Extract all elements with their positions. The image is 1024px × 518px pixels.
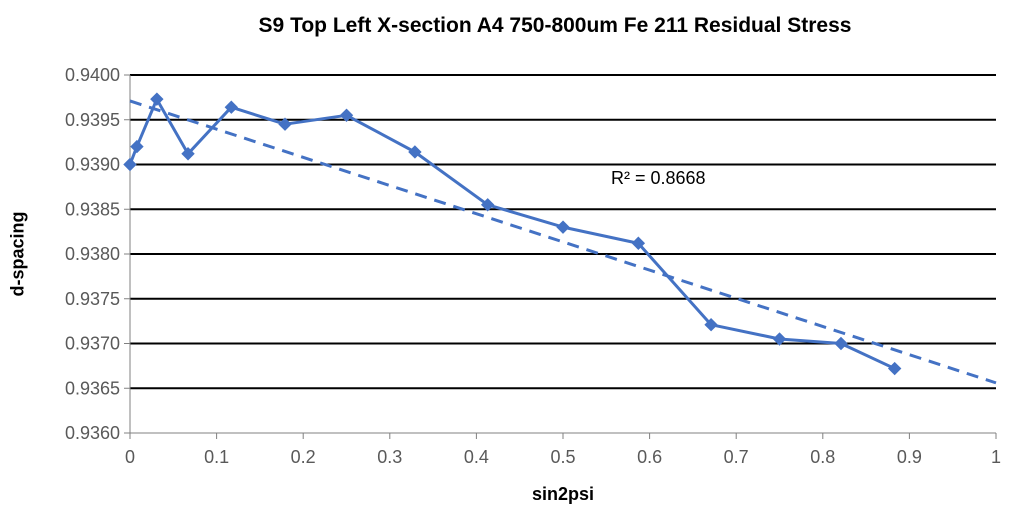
y-tick-label: 0.9365 — [65, 378, 120, 398]
x-tick-label: 0.6 — [637, 447, 662, 467]
data-point-marker — [181, 147, 195, 161]
data-point-marker — [408, 145, 422, 159]
y-tick-label: 0.9380 — [65, 244, 120, 264]
x-tick-label: 0 — [125, 447, 135, 467]
data-point-marker — [887, 361, 902, 376]
data-point-marker — [224, 100, 239, 114]
y-tick-label: 0.9390 — [65, 155, 120, 175]
trendline — [129, 99, 997, 385]
data-point-marker — [130, 139, 144, 154]
axes — [124, 74, 997, 439]
data-point-marker — [278, 117, 292, 131]
trendline-line — [129, 99, 997, 385]
grid-lines — [130, 74, 996, 390]
x-tick-label: 0.5 — [550, 447, 575, 467]
data-point-marker — [150, 92, 164, 106]
x-tick-label: 0.8 — [810, 447, 835, 467]
y-tick-label: 0.9360 — [65, 423, 120, 443]
data-point-marker — [123, 157, 137, 172]
y-tick-label: 0.9385 — [65, 199, 120, 219]
data-point-marker — [339, 108, 354, 122]
x-tick-label: 0.7 — [724, 447, 749, 467]
data-point-marker — [834, 336, 848, 351]
x-tick-label: 0.1 — [204, 447, 229, 467]
data-series — [123, 92, 902, 376]
y-tick-label: 0.9370 — [65, 334, 120, 354]
x-tick-label: 0.4 — [464, 447, 489, 467]
x-tick-label: 1 — [991, 447, 1001, 467]
r-squared-annotation: R² = 0.8668 — [611, 168, 706, 188]
x-tick-label: 0.3 — [377, 447, 402, 467]
x-tick-labels: 0 0.1 0.2 0.3 0.4 0.5 0.6 0.7 0.8 0.9 1 — [125, 447, 1001, 467]
chart-title: S9 Top Left X-section A4 750-800um Fe 21… — [258, 14, 852, 37]
y-tick-label: 0.9375 — [65, 289, 120, 309]
data-point-marker — [480, 198, 495, 212]
data-point-marker — [704, 317, 718, 332]
x-tick-label: 0.9 — [897, 447, 922, 467]
data-point-marker — [631, 236, 646, 250]
data-point-marker — [772, 332, 787, 346]
x-tick-label: 0.2 — [291, 447, 316, 467]
annotations: R² = 0.8668 — [611, 168, 706, 188]
y-tick-labels: 0.9360 0.9365 0.9370 0.9375 0.9380 0.9385 0.93… — [65, 65, 120, 443]
data-point-marker — [556, 220, 570, 234]
y-tick-label: 0.9395 — [65, 110, 120, 130]
x-axis-label: sin2psi — [531, 484, 595, 504]
y-tick-label: 0.9400 — [65, 65, 120, 85]
